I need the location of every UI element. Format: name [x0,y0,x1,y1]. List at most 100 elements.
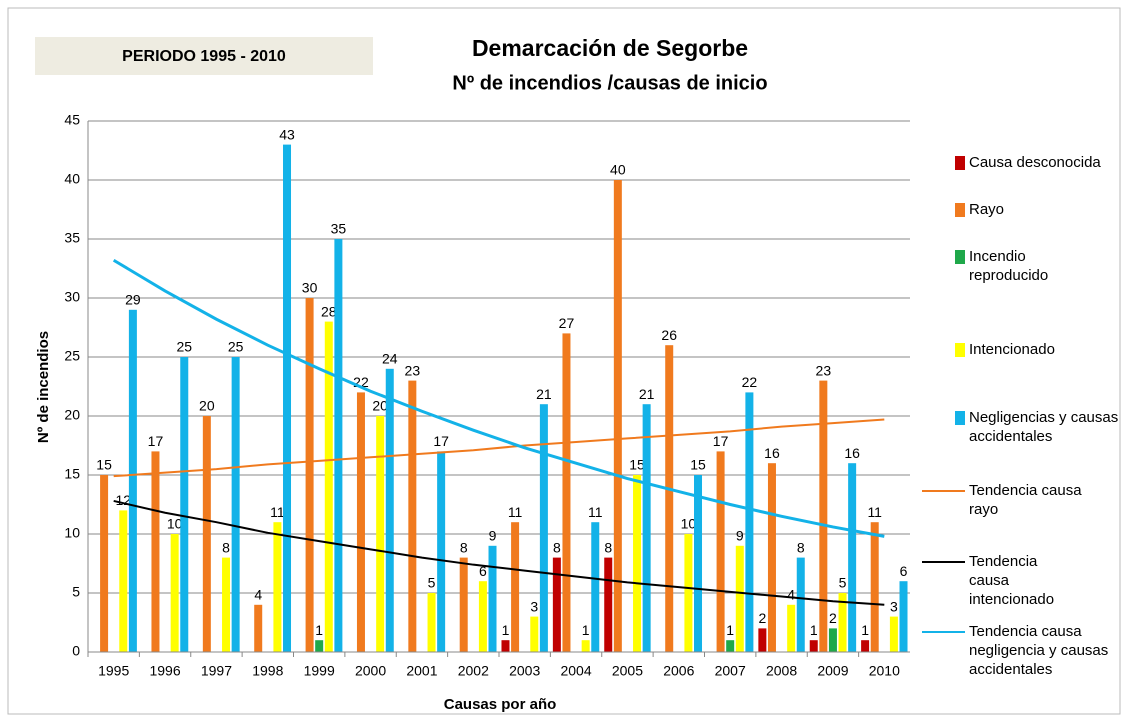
y-tick-label: 25 [64,348,80,364]
data-label: 1 [502,622,510,638]
x-tick-label: 1999 [304,663,335,679]
bar [848,463,857,652]
data-label: 1 [810,622,818,638]
x-tick-label: 2005 [612,663,643,679]
data-label: 10 [681,516,697,532]
data-label: 8 [604,539,612,555]
bar [861,640,870,652]
legend-label: Negligencias y causas accidentales [969,409,1119,445]
bar [539,404,548,652]
data-label: 2 [758,610,766,626]
data-label: 5 [839,575,847,591]
y-tick-label: 0 [72,643,80,659]
bar [899,581,908,652]
legend-item: Incendio reproducido [920,247,1049,285]
data-label: 21 [639,386,655,402]
bar [254,604,263,652]
bar [745,392,754,652]
data-label: 30 [302,280,318,296]
legend-swatch [955,156,965,170]
bar [356,392,365,652]
y-tick-label: 20 [64,407,80,423]
bar [151,451,160,652]
legend-label: Incendio reproducido [969,248,1049,284]
bar [170,534,179,652]
data-label: 17 [148,433,164,449]
y-tick-label: 10 [64,525,80,541]
chart-title: Demarcación de Segorbe [472,35,748,61]
x-tick-label: 2009 [817,663,848,679]
y-tick-label: 5 [72,584,80,600]
bar [283,144,292,652]
trend-line [113,499,885,606]
data-label: 10 [167,516,183,532]
bar [694,475,703,652]
legend-label: Tendencia causa intencionado [969,553,1055,608]
data-label: 16 [764,445,780,461]
bar [408,380,417,652]
x-tick-label: 2007 [715,663,746,679]
bar [684,534,693,652]
x-tick-label: 2004 [560,663,591,679]
bar [735,545,744,652]
bar [501,640,510,652]
bar [758,628,767,652]
annotation: PERIODO 1995 - 2010 [122,48,286,65]
data-label: 4 [787,587,795,603]
x-tick-label: 1996 [149,663,180,679]
bar [787,604,796,652]
x-tick-label: 1997 [201,663,232,679]
legend-item: Negligencias y causas accidentales [920,408,1129,446]
legend-item: Causa desconocida [920,153,1129,172]
data-label: 11 [867,504,882,520]
data-label: 4 [254,587,262,603]
legend-swatch [955,250,965,264]
data-label: 21 [536,386,552,402]
legend-label: Rayo [969,201,1005,218]
data-label: 11 [270,504,285,520]
data-label: 9 [489,528,497,544]
data-label: 40 [610,162,626,178]
data-label: 24 [382,351,398,367]
y-tick-label: 15 [64,466,80,482]
data-label: 6 [900,563,908,579]
y-tick-label: 40 [64,171,80,187]
bar [437,451,446,652]
y-tick-label: 35 [64,230,80,246]
x-tick-label: 2010 [869,663,900,679]
bar [427,593,436,652]
bar [562,333,571,652]
x-tick-label: 2006 [663,663,694,679]
x-tick-label: 2002 [458,663,489,679]
data-label: 1 [315,622,323,638]
data-label: 16 [844,445,860,461]
data-label: 11 [508,504,523,520]
data-label: 20 [372,398,388,414]
data-label: 8 [460,539,468,555]
bar [665,345,674,652]
trend-line [112,258,885,538]
bar [819,380,828,652]
bar [581,640,590,652]
bar [530,616,539,652]
data-label: 22 [742,374,758,390]
data-label: 8 [222,539,230,555]
data-label: 8 [797,539,805,555]
legend-item: Intencionado [920,340,1129,359]
x-tick-label: 2008 [766,663,797,679]
legend-swatch [955,203,965,217]
legend-swatch [922,490,965,492]
data-label: 6 [479,563,487,579]
bar [273,522,282,652]
bar [478,581,487,652]
data-label: 15 [629,457,645,473]
bar [119,510,128,652]
bar [591,522,600,652]
bar [202,416,211,652]
bar [809,640,818,652]
bar [128,309,137,652]
bar [376,416,385,652]
data-label: 28 [321,303,337,319]
bar [222,557,231,652]
data-label: 17 [433,433,449,449]
